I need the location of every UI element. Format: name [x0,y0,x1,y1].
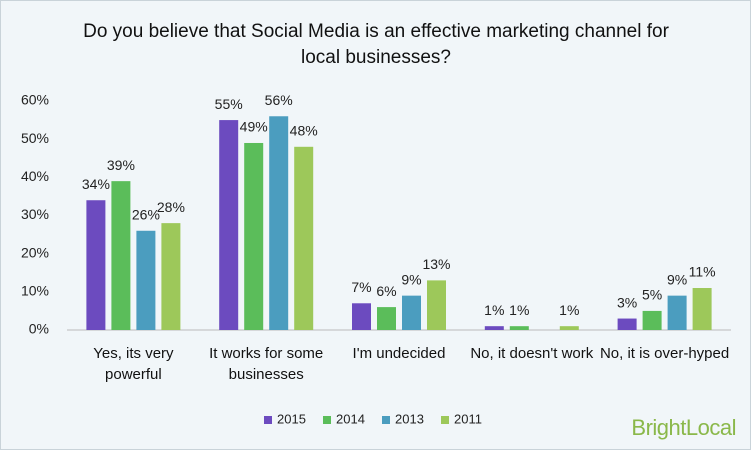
value-label: 9% [401,271,421,287]
bar [559,326,579,330]
bar [269,116,289,331]
value-label: 49% [240,119,268,135]
bar [136,230,156,330]
value-label: 56% [265,92,293,108]
bar [219,120,239,330]
y-tick-label: 40% [21,168,49,184]
value-label: 48% [290,123,318,139]
bar [161,223,181,330]
bar [617,318,637,330]
x-tick-label: Yes, its very powerful [93,345,174,383]
bar [86,200,106,330]
value-label: 9% [667,271,687,287]
y-tick-label: 20% [21,244,49,260]
value-label: 6% [376,283,396,299]
value-label: 7% [351,279,371,295]
bar [111,181,131,330]
legend-swatch [264,416,272,424]
legend-swatch [382,416,390,424]
value-label: 1% [559,302,579,318]
legend-label: 2013 [395,411,424,426]
y-tick-label: 0% [29,321,49,337]
bar [352,303,371,330]
bar [377,307,396,330]
value-label: 26% [132,206,160,222]
bar [667,295,687,330]
x-tick-label: It works for some businesses [209,345,324,383]
x-tick-label: No, it is over-hyped [599,345,730,362]
value-label: 5% [642,287,662,303]
value-label: 3% [617,294,637,310]
legend-swatch [323,416,331,424]
bar [427,280,446,330]
value-label: 55% [215,96,243,112]
y-tick-label: 10% [21,283,49,299]
logo: BrightLocal [631,415,736,440]
x-tick-label: No, it doesn't work [470,345,594,362]
y-tick-label: 30% [21,206,49,222]
y-tick-label: 50% [21,130,49,146]
value-label: 34% [82,176,110,192]
legend-label: 2011 [454,411,482,426]
bar [692,288,712,330]
y-tick-label: 60% [21,92,49,108]
bar [642,310,662,330]
legend-label: 2014 [336,411,365,426]
bar [244,142,264,330]
value-label: 13% [422,256,450,272]
bar [294,146,314,330]
value-label: 11% [689,264,716,280]
x-tick-label: I'm undecided [352,345,446,362]
bar [402,295,421,330]
bar [484,326,504,330]
legend-swatch [441,416,449,424]
chart-title: Do you believe that Social Media is an e… [83,21,669,68]
legend-label: 2015 [277,411,306,426]
value-label: 1% [509,302,529,318]
value-label: 1% [484,302,504,318]
bar [509,326,529,330]
value-label: 28% [157,199,185,215]
value-label: 39% [107,157,135,173]
